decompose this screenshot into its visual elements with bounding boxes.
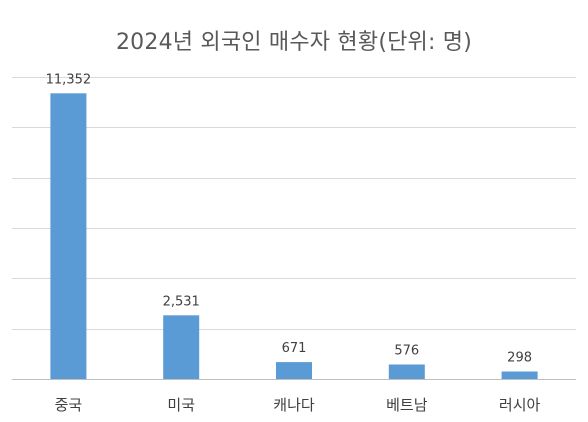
bar-2 bbox=[276, 362, 312, 379]
data-labels: 11,352 2,531 671 576 298 bbox=[46, 72, 532, 365]
chart-title: 2024년 외국인 매수자 현황(단위: 명) bbox=[115, 30, 473, 55]
data-label-1: 2,531 bbox=[163, 294, 200, 309]
bar-4 bbox=[501, 371, 538, 379]
x-tick-label-2: 캐나다 bbox=[273, 396, 315, 414]
bar-1 bbox=[163, 315, 200, 379]
bars bbox=[50, 93, 538, 380]
x-tick-label-3: 베트남 bbox=[386, 396, 428, 414]
x-tick-label-1: 미국 bbox=[167, 396, 195, 414]
bar-0 bbox=[50, 93, 87, 380]
gridlines bbox=[12, 77, 576, 330]
x-tick-label-0: 중국 bbox=[55, 396, 83, 414]
data-label-3: 576 bbox=[394, 344, 419, 359]
bar-3 bbox=[388, 364, 425, 379]
x-axis: 중국 미국 캐나다 베트남 러시아 bbox=[12, 379, 576, 414]
data-label-2: 671 bbox=[282, 341, 307, 356]
data-label-0: 11,352 bbox=[46, 72, 92, 87]
x-tick-label-4: 러시아 bbox=[499, 396, 541, 414]
data-label-4: 298 bbox=[507, 351, 532, 366]
